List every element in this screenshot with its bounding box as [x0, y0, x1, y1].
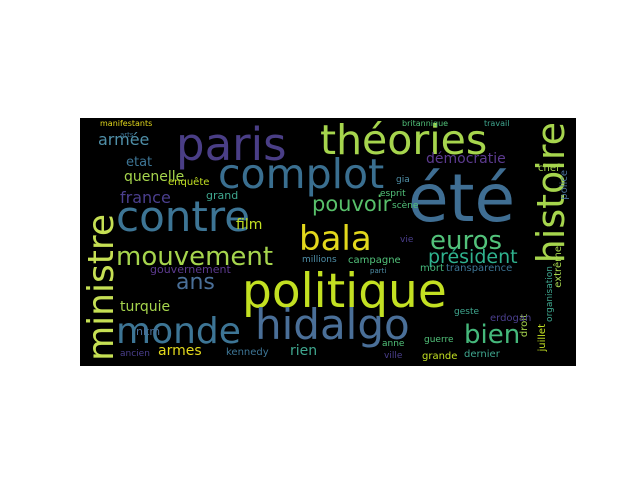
word-theories: théories: [320, 118, 488, 164]
word-democratie: démocratie: [426, 151, 506, 167]
word-gouvernement: gouvernement: [150, 263, 231, 276]
word-scene: scène: [392, 201, 419, 211]
word-anne: anne: [382, 339, 405, 349]
word-bala: bala: [299, 219, 372, 259]
word-grand: grand: [206, 189, 239, 202]
word-britannique: britannique: [402, 119, 449, 128]
word-armee: armée: [98, 130, 150, 149]
word-erdogan: erdogan: [490, 313, 532, 324]
word-esprit: esprit: [380, 189, 406, 199]
word-enquete: enquête: [168, 177, 210, 188]
word-manifestants: manifestants: [100, 119, 153, 128]
word-turquie: turquie: [120, 299, 171, 315]
word-nkm: nkm: [136, 325, 161, 338]
word-ministre: ministre: [81, 214, 122, 361]
word-kennedy: kennedy: [226, 347, 269, 358]
word-ancien: ancien: [120, 349, 150, 359]
word-police: police: [559, 170, 570, 200]
word-chef: chef: [538, 163, 560, 174]
word-rien: rien: [290, 343, 318, 359]
word-france: france: [120, 188, 171, 207]
word-arts: arts: [120, 131, 134, 139]
word-vie: vie: [400, 235, 414, 245]
word-pouvoir: pouvoir: [312, 192, 392, 216]
word-armes: armes: [158, 343, 202, 359]
word-gia: gia: [396, 175, 410, 185]
word-parti: parti: [370, 267, 387, 275]
word-ans: ans: [176, 270, 215, 295]
word-ville: ville: [384, 351, 403, 361]
word-guerre: guerre: [424, 335, 454, 345]
word-president: président: [428, 246, 518, 268]
word-complot: complot: [218, 150, 385, 198]
word-euros: euros: [430, 226, 503, 256]
word-contre: contre: [116, 192, 251, 241]
word-transparence: transparence: [446, 263, 513, 274]
word-bien: bien: [464, 320, 521, 350]
word-ete: été: [408, 160, 516, 237]
word-etat: etat: [126, 155, 153, 170]
word-organisation: organisation: [545, 266, 555, 322]
word-extreme: extrême: [553, 246, 564, 288]
word-quenelle: quenelle: [124, 169, 185, 185]
word-mouvement: mouvement: [116, 242, 274, 272]
word-grande: grande: [422, 351, 458, 362]
word-politique: politique: [242, 264, 447, 319]
word-cloud-canvas: été politique paris théories complot con…: [80, 118, 576, 366]
word-hidalgo: hidalgo: [255, 300, 410, 349]
word-campagne: campagne: [348, 255, 401, 266]
word-geste: geste: [454, 307, 480, 317]
word-mort: mort: [420, 263, 444, 274]
word-monde: monde: [116, 311, 241, 352]
word-dernier: dernier: [464, 349, 500, 360]
word-juillet: juillet: [537, 324, 548, 352]
word-film: film: [236, 217, 263, 233]
word-paris: paris: [176, 118, 287, 171]
word-millions: millions: [302, 255, 337, 265]
word-travail: travail: [484, 119, 510, 128]
